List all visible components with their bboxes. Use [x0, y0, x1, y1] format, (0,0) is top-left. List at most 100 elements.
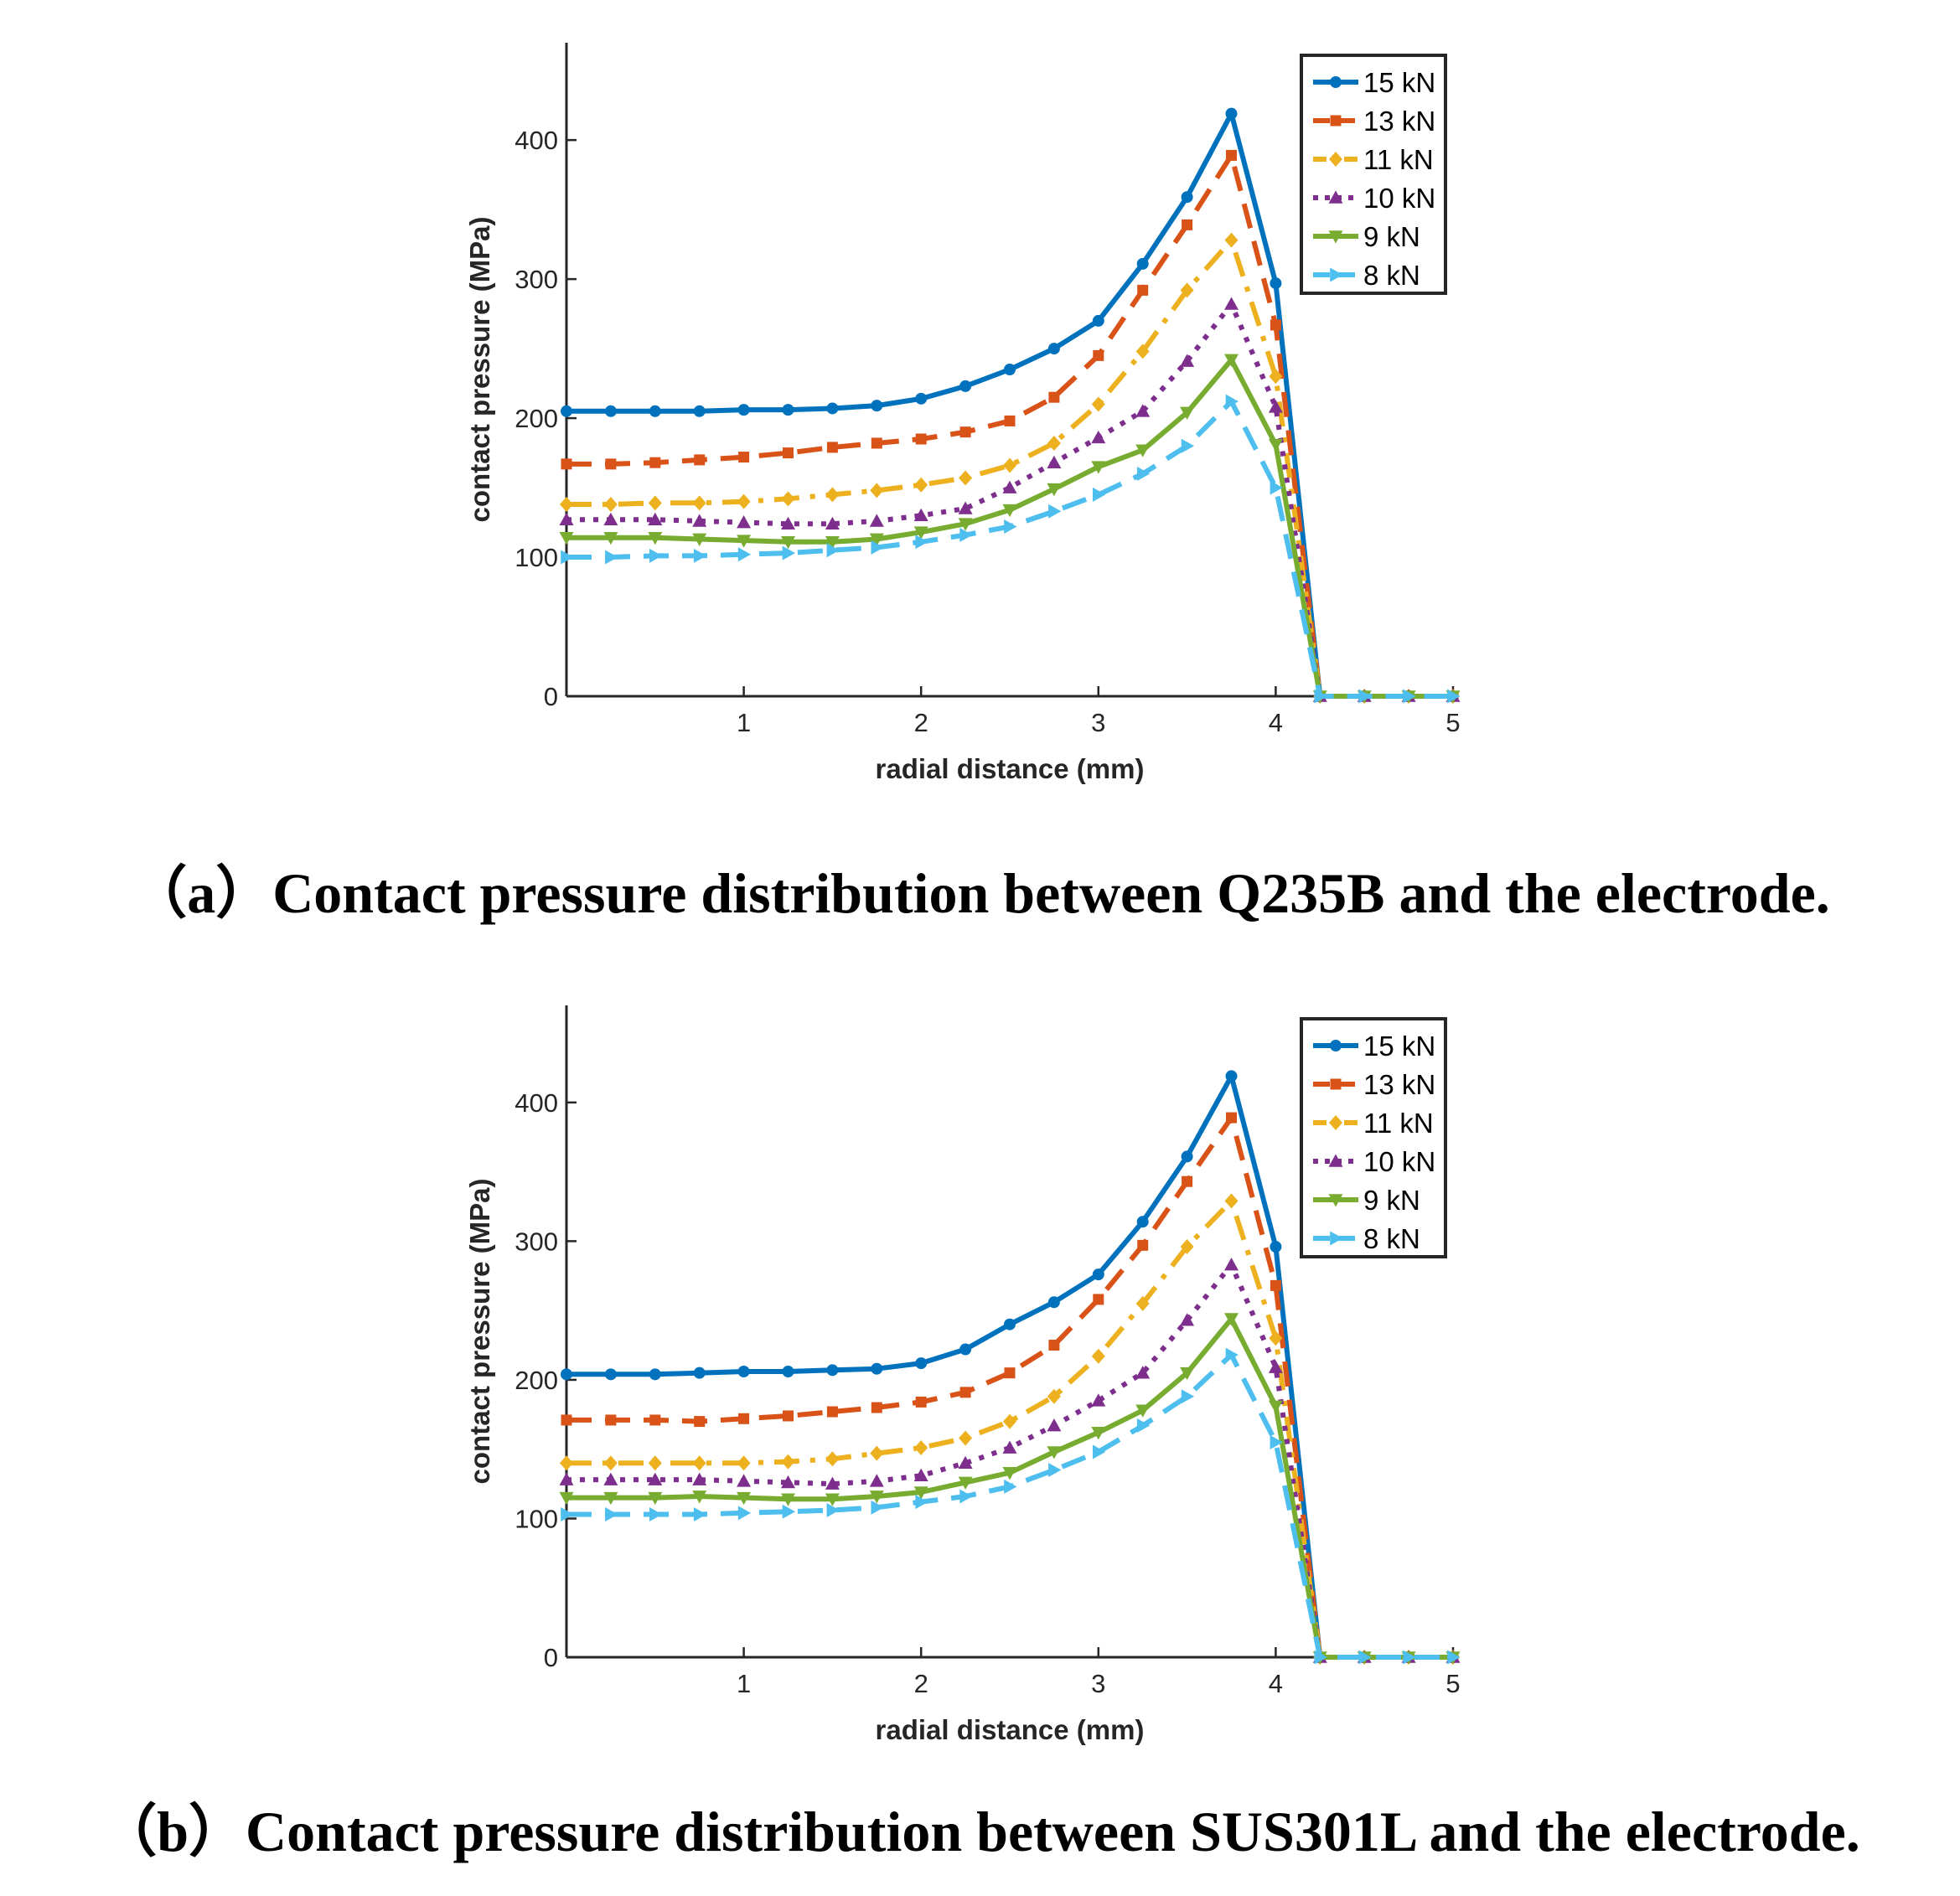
figure-panel-a: 0 100 200 300 400 1 2 3 4 5 radial distance (mm) co… — [0, 0, 1960, 947]
data-point — [1181, 1389, 1195, 1404]
data-point — [1093, 487, 1106, 502]
data-point — [1226, 149, 1237, 161]
data-point — [1093, 1294, 1104, 1305]
data-point — [959, 527, 973, 542]
data-point — [649, 405, 661, 417]
legend-marker — [1330, 1078, 1342, 1090]
data-point — [1135, 1295, 1150, 1311]
data-point — [692, 514, 707, 527]
x-axis-label: radial distance (mm) — [876, 1714, 1145, 1745]
data-point — [1091, 1393, 1106, 1407]
data-point — [1268, 1360, 1283, 1373]
data-point — [1136, 1216, 1149, 1228]
data-point — [1135, 1366, 1151, 1379]
data-point — [1136, 257, 1149, 270]
data-point — [1093, 349, 1104, 361]
legend-marker — [1328, 230, 1343, 244]
data-point — [870, 483, 884, 499]
data-point — [1224, 297, 1239, 310]
y-tick-label: 400 — [515, 126, 558, 155]
data-point — [915, 1396, 927, 1408]
data-point — [561, 1507, 574, 1522]
series-11-kn — [560, 1193, 1460, 1665]
legend-marker — [1328, 190, 1343, 204]
data-point — [605, 550, 618, 565]
data-point — [959, 470, 973, 486]
data-point — [825, 487, 840, 503]
data-point — [1180, 354, 1195, 367]
legend-label: 10 kN — [1363, 1146, 1435, 1177]
data-point — [1048, 1340, 1060, 1351]
data-point — [1225, 107, 1238, 120]
legend-marker — [1330, 267, 1343, 282]
data-point — [1137, 284, 1149, 296]
data-point — [693, 1507, 707, 1522]
x-tick-label: 3 — [1091, 1669, 1105, 1698]
data-point — [693, 548, 707, 563]
series-8-kn — [561, 1347, 1461, 1665]
data-point — [958, 1476, 973, 1490]
data-point — [648, 1491, 663, 1506]
data-point — [649, 1507, 663, 1522]
data-point — [1224, 1258, 1239, 1271]
series-10-kn — [559, 297, 1461, 702]
data-point — [959, 1430, 973, 1446]
data-point — [1047, 1388, 1061, 1404]
data-point — [781, 491, 795, 507]
legend-label: 10 kN — [1363, 183, 1435, 214]
data-point — [1047, 483, 1062, 497]
legend-marker — [1330, 1040, 1342, 1051]
data-point — [1224, 354, 1239, 367]
data-point — [738, 452, 750, 463]
data-point — [1047, 435, 1061, 451]
data-point — [1136, 1418, 1151, 1434]
data-point — [605, 1507, 618, 1522]
data-point — [959, 1489, 973, 1504]
data-point — [871, 437, 882, 449]
data-point — [1314, 689, 1327, 704]
legend-label: 15 kN — [1363, 67, 1435, 98]
y-tick-label: 300 — [515, 1227, 558, 1256]
legend-label: 9 kN — [1363, 1185, 1420, 1216]
data-point — [958, 501, 973, 514]
data-point — [603, 1472, 618, 1485]
data-point — [603, 496, 618, 512]
legend-marker — [1330, 1231, 1343, 1246]
contact-pressure-chart-q235b: 0 100 200 300 400 1 2 3 4 5 radial distance (mm) co… — [464, 43, 1461, 784]
data-point — [826, 402, 839, 415]
data-point — [959, 1343, 972, 1356]
data-point — [1269, 1330, 1283, 1346]
data-point — [737, 1455, 751, 1471]
data-point — [1092, 314, 1104, 327]
legend-marker — [1330, 115, 1342, 127]
data-point — [1270, 277, 1282, 290]
axes: 0 100 200 300 400 1 2 3 4 5 — [515, 1005, 1461, 1698]
data-point — [826, 442, 838, 453]
data-point — [869, 514, 884, 527]
data-point — [913, 1486, 928, 1500]
data-point — [915, 1357, 928, 1370]
data-point — [958, 518, 973, 531]
data-point — [959, 380, 972, 392]
data-point — [692, 1490, 707, 1504]
y-tick-label: 0 — [544, 1643, 558, 1672]
data-point — [1048, 504, 1062, 519]
data-point — [1181, 191, 1193, 204]
data-point — [692, 1455, 706, 1471]
data-point — [825, 1451, 840, 1467]
data-point — [738, 1413, 750, 1424]
data-point — [561, 550, 574, 565]
data-point — [737, 515, 752, 529]
x-tick-label: 5 — [1445, 1669, 1460, 1698]
data-point — [1047, 455, 1062, 468]
data-point — [560, 496, 573, 512]
data-point — [737, 404, 750, 416]
data-point — [737, 1474, 752, 1487]
data-point — [1269, 369, 1283, 385]
data-point — [559, 1472, 574, 1485]
data-point — [1047, 1296, 1060, 1309]
legend-label: 8 kN — [1363, 1223, 1420, 1254]
data-point — [781, 516, 795, 530]
data-point — [1358, 689, 1372, 704]
data-point — [737, 1506, 752, 1521]
